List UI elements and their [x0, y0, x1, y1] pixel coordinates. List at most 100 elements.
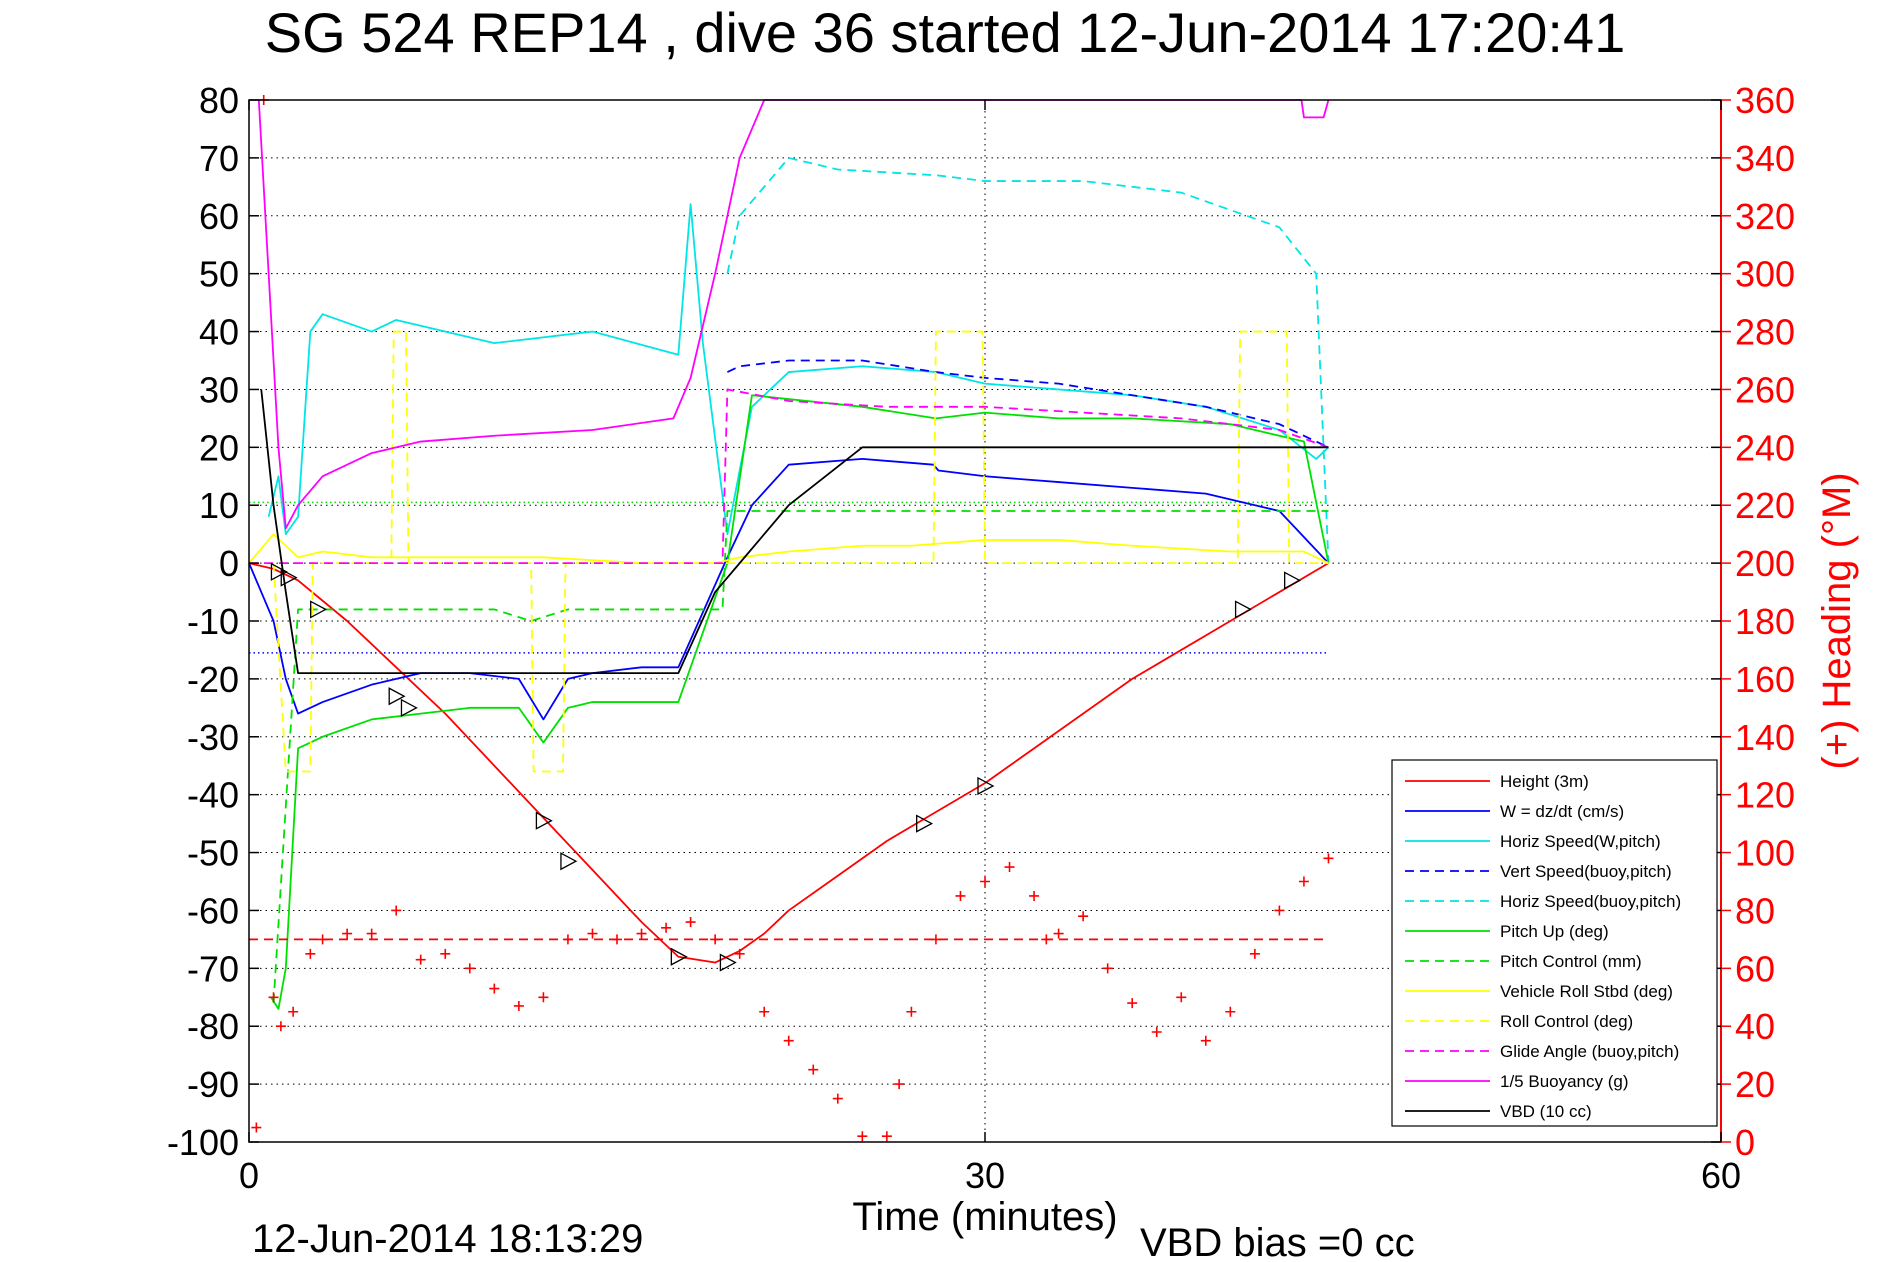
heading-point: [275, 1021, 286, 1032]
horiz-speed-w-pitch-series: [267, 203, 1330, 536]
heading-point: [1274, 905, 1285, 916]
legend-label: 1/5 Buoyancy (g): [1500, 1072, 1629, 1091]
heading-point: [440, 948, 451, 959]
heading-point: [759, 1006, 770, 1017]
legend-label: Roll Control (deg): [1500, 1012, 1633, 1031]
y-tick-label: 70: [199, 138, 239, 179]
legend-label: W = dz/dt (cm/s): [1500, 802, 1624, 821]
legend-label: Pitch Up (deg): [1500, 922, 1609, 941]
heading-point: [391, 905, 402, 916]
triangle-marker: [670, 947, 688, 966]
heading-point: [1176, 992, 1187, 1003]
heading-point: [661, 922, 672, 933]
triangle-markers: [270, 562, 1302, 972]
triangle-marker: [1234, 600, 1252, 619]
heading-point: [1029, 890, 1040, 901]
triangle-marker: [270, 562, 288, 581]
heading-point: [305, 948, 316, 959]
triangle-marker: [388, 687, 406, 706]
height-3m-series: [248, 562, 1329, 964]
triangle-marker: [535, 811, 553, 830]
legend-label: Vert Speed(buoy,pitch): [1500, 862, 1672, 881]
y2-tick-label: 40: [1735, 1006, 1775, 1047]
y-tick-label: -60: [187, 890, 239, 931]
heading-point: [955, 890, 966, 901]
y2-tick-label: 160: [1735, 659, 1795, 700]
vehicle-roll-stbd-deg-series: [248, 533, 1329, 565]
heading-point: [342, 928, 353, 939]
vert-speed-buoy-pitch-series: [727, 359, 1329, 449]
heading-point: [366, 928, 377, 939]
heading-point: [513, 1000, 524, 1011]
heading-point: [464, 963, 475, 974]
y-tick-label: 40: [199, 312, 239, 353]
legend-label: Height (3m): [1500, 772, 1589, 791]
y2-tick-label: 80: [1735, 890, 1775, 931]
triangle-marker: [916, 814, 934, 833]
y2-tick-label: 60: [1735, 948, 1775, 989]
y2-tick-label: 120: [1735, 775, 1795, 816]
y-tick-label: -40: [187, 775, 239, 816]
y-tick-label: 80: [199, 80, 239, 121]
legend-label: Horiz Speed(buoy,pitch): [1500, 892, 1681, 911]
heading-point: [734, 948, 745, 959]
heading-point: [288, 1006, 299, 1017]
heading-point: [636, 928, 647, 939]
heading-point: [1102, 963, 1113, 974]
heading-point: [415, 954, 426, 965]
triangle-marker: [977, 776, 995, 796]
y2-tick-label: 0: [1735, 1122, 1755, 1163]
heading-point: [832, 1093, 843, 1104]
y-tick-label: 50: [199, 254, 239, 295]
y-tick-label: 0: [219, 543, 239, 584]
heading-point: [1078, 911, 1089, 922]
heading-point: [857, 1131, 868, 1142]
heading-point: [538, 992, 549, 1003]
y2-tick-label: 20: [1735, 1064, 1775, 1105]
heading-point: [894, 1079, 905, 1090]
y2-tick-label: 320: [1735, 196, 1795, 237]
y2-tick-label: 180: [1735, 601, 1795, 642]
legend-label: Horiz Speed(W,pitch): [1500, 832, 1661, 851]
legend-label: Vehicle Roll Stbd (deg): [1500, 982, 1673, 1001]
footer-timestamp: 12-Jun-2014 18:13:29: [252, 1217, 643, 1261]
x-tick-label: 30: [965, 1155, 1005, 1196]
heading-point: [1004, 862, 1015, 873]
y2-tick-label: 260: [1735, 369, 1795, 410]
heading-point: [587, 928, 598, 939]
plot-title: SG 524 REP14 , dive 36 started 12-Jun-20…: [265, 1, 1625, 64]
heading-point: [783, 1035, 794, 1046]
y-tick-label: -90: [187, 1064, 239, 1105]
y-tick-label: -50: [187, 833, 239, 874]
heading-point: [1249, 948, 1260, 959]
heading-series: [251, 95, 1334, 1142]
y-tick-label: -10: [187, 601, 239, 642]
glide-angle-buoy-pitch-series: [249, 388, 1329, 565]
heading-point: [881, 1131, 892, 1142]
pitch-up-deg-series: [270, 394, 1330, 1010]
legend-label: VBD (10 cc): [1500, 1102, 1592, 1121]
heading-point: [980, 876, 990, 887]
y-tick-label: 60: [199, 196, 239, 237]
y-tick-label: -80: [187, 1006, 239, 1047]
x-tick-label: 0: [239, 1155, 259, 1196]
triangle-marker: [719, 953, 737, 972]
heading-point: [685, 917, 696, 928]
x-tick-label: 60: [1701, 1155, 1741, 1196]
triangle-marker: [560, 852, 578, 871]
y2-tick-label: 140: [1735, 717, 1795, 758]
w-dz-dt-cm-s-series: [248, 458, 1330, 721]
heading-point: [1323, 853, 1334, 864]
y2-tick-label: 300: [1735, 254, 1795, 295]
legend-label: Glide Angle (buoy,pitch): [1500, 1042, 1679, 1061]
data-series: [248, 95, 1334, 1142]
y2-tick-label: 360: [1735, 80, 1795, 121]
heading-point: [1127, 998, 1138, 1009]
heading-point: [1200, 1035, 1211, 1046]
heading-point: [1225, 1006, 1236, 1017]
y2-tick-label: 240: [1735, 427, 1795, 468]
y2-tick-label: 340: [1735, 138, 1795, 179]
heading-point: [1151, 1027, 1162, 1038]
pitch-control-mm-series: [272, 510, 1329, 1004]
y-tick-label: -30: [187, 717, 239, 758]
